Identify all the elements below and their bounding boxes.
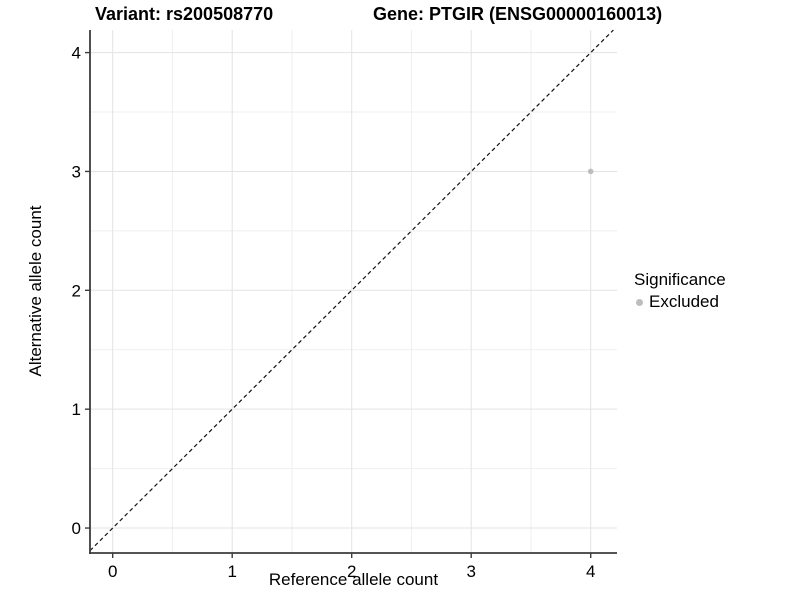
legend-item-label: Excluded: [649, 292, 719, 311]
legend-title: Significance: [634, 270, 726, 289]
legend-point-icon: [636, 298, 643, 306]
y-axis-title: Alternative allele count: [26, 205, 45, 377]
x-axis-title: Reference allele count: [268, 570, 439, 589]
legend-item-excluded: Excluded: [634, 292, 726, 312]
variant-title: Variant: rs200508770: [95, 4, 274, 24]
y-tick-label: 2: [72, 281, 81, 300]
legend: Significance Excluded: [634, 270, 726, 312]
x-tick-label: 4: [586, 562, 595, 581]
y-tick-label: 3: [72, 162, 81, 181]
x-tick-label: 1: [227, 562, 236, 581]
gene-title: Gene: PTGIR (ENSG00000160013): [373, 4, 663, 24]
data-point: [587, 168, 594, 175]
y-tick-label: 4: [72, 44, 81, 63]
x-tick-label: 3: [466, 562, 475, 581]
y-tick-label: 1: [72, 400, 81, 419]
x-tick-label: 0: [108, 562, 117, 581]
y-tick-label: 0: [72, 519, 81, 538]
x-tick-label: 2: [347, 562, 356, 581]
